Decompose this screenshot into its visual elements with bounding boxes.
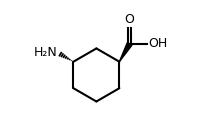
Text: H₂N: H₂N (33, 46, 57, 59)
Text: OH: OH (148, 37, 167, 50)
Polygon shape (119, 43, 132, 62)
Text: O: O (125, 13, 135, 26)
